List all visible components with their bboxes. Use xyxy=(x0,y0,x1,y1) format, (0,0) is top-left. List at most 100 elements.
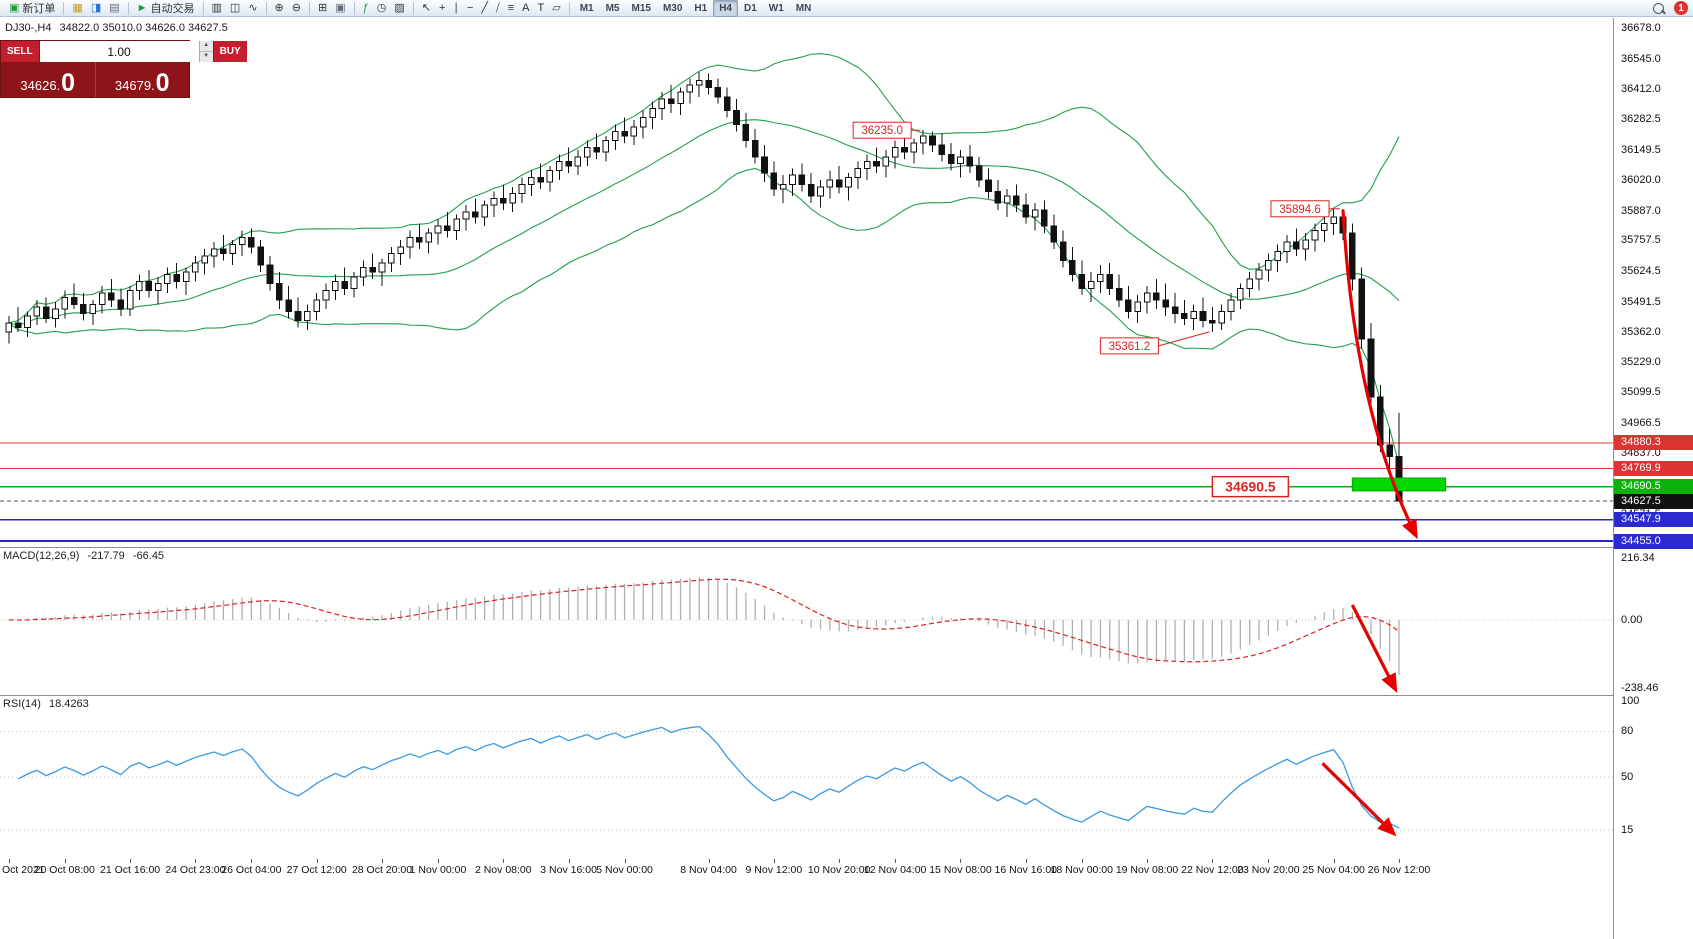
volume-up-button[interactable]: ▲ xyxy=(199,41,213,52)
price-axis-label: 36678.0 xyxy=(1621,22,1661,34)
price-axis-label: 36020.0 xyxy=(1621,173,1661,186)
notification-badge[interactable]: 1 xyxy=(1674,1,1688,15)
period-icon[interactable]: ◷ xyxy=(373,0,391,17)
zoom-out-icon[interactable]: ⊖ xyxy=(288,0,305,17)
price-axis-badge: 34690.5 xyxy=(1614,479,1693,495)
timeframe-h1[interactable]: H1 xyxy=(694,2,708,14)
candles-chart-type-icon[interactable]: ◫ xyxy=(226,0,244,17)
macd-axis-label: -238.46 xyxy=(1621,682,1659,694)
trendline-icon[interactable]: ╱ xyxy=(477,0,492,17)
timeframe-h4[interactable]: H4 xyxy=(713,0,738,17)
timeframe-m1[interactable]: M1 xyxy=(579,2,594,14)
rsi-panel[interactable] xyxy=(0,695,1613,858)
crosshair-icon[interactable]: + xyxy=(435,0,449,17)
buy-button[interactable]: BUY xyxy=(212,41,247,62)
auto-trading-button[interactable]: ► 自动交易 xyxy=(133,0,199,17)
macd-name: MACD(12,26,9) xyxy=(3,550,80,562)
label-icon: T xyxy=(537,1,545,14)
time-axis-tick xyxy=(503,859,505,863)
rsi-value: 18.4263 xyxy=(48,698,89,710)
time-axis-label: 1 Nov 00:00 xyxy=(409,864,467,876)
volume-input[interactable] xyxy=(39,41,199,62)
price-axis-label: 34966.5 xyxy=(1621,416,1661,429)
toolbar-separator xyxy=(265,1,267,15)
zoom-in-icon: ⊕ xyxy=(274,1,284,14)
toolbar-items: ▣ 新订单 ▦ ◨ ▤ ► 自动交易 ▥ ◫ ∿ ⊕ ⊖ ⊞ ▣ ƒ ◷ ▨ ↖ + ∣ − ╱ ⧸ ≡ A T ▱ M1 M5 M15 M… xyxy=(5,0,817,17)
rsi-panel-divider[interactable] xyxy=(0,695,1693,696)
fibonacci-icon[interactable]: ≡ xyxy=(504,0,518,17)
time-axis-tick xyxy=(1212,859,1214,863)
macd-label: MACD(12,26,9) -217.79 -66.45 xyxy=(3,550,169,562)
sell-price[interactable]: 34626. 0 xyxy=(1,62,96,97)
macd-axis-label: 0.00 xyxy=(1621,613,1643,626)
svg-text:34690.5: 34690.5 xyxy=(1225,479,1276,495)
buy-price[interactable]: 34679. 0 xyxy=(96,62,190,97)
chart-ohlc-title: DJ30-,H4 34822.0 35010.0 34626.0 34627.5 xyxy=(5,22,233,34)
sell-button[interactable]: SELL xyxy=(1,41,40,62)
macd-value-signal: -66.45 xyxy=(132,550,165,562)
line-chart-type-icon[interactable]: ∿ xyxy=(244,0,261,17)
time-axis-tick xyxy=(960,859,962,863)
data-window-icon[interactable]: ◨ xyxy=(87,0,105,17)
time-axis-tick xyxy=(773,859,775,863)
data-window-icon: ◨ xyxy=(90,1,102,14)
zoom-in-icon[interactable]: ⊕ xyxy=(271,0,288,17)
time-axis-tick xyxy=(382,859,383,863)
price-axis-badge: 34627.5 xyxy=(1614,493,1693,509)
time-axis-label: 27 Oct 12:00 xyxy=(286,864,347,876)
search-button[interactable] xyxy=(1649,0,1668,17)
volume-spin-buttons: ▲ ▼ xyxy=(198,41,213,62)
chart-ohlc-values: 34822.0 35010.0 34626.0 34627.5 xyxy=(59,22,228,34)
new-order-button-label: 新订单 xyxy=(22,3,56,15)
time-axis-label: 23 Nov 20:00 xyxy=(1237,864,1300,876)
price-axis-label: 36282.5 xyxy=(1621,113,1661,126)
time-axis-tick xyxy=(1147,859,1149,863)
search-icon xyxy=(1653,2,1664,14)
time-axis-label: 21 Oct 16:00 xyxy=(100,864,161,876)
rsi-axis-label: 15 xyxy=(1621,824,1634,837)
tile-windows-icon[interactable]: ⊞ xyxy=(314,0,331,17)
market-watch-icon[interactable]: ▦ xyxy=(68,0,86,17)
rsi-axis-label: 50 xyxy=(1621,771,1634,783)
macd-panel-divider[interactable] xyxy=(0,547,1693,548)
vertical-line-icon[interactable]: ∣ xyxy=(449,0,463,17)
timeframe-m30[interactable]: M30 xyxy=(662,2,683,14)
cursor-icon[interactable]: ↖ xyxy=(418,0,435,17)
toolbar-separator xyxy=(353,1,355,15)
time-axis-tick xyxy=(195,859,197,863)
timeframe-mn[interactable]: MN xyxy=(795,2,812,14)
trade-panel-top: SELL ▲ ▼ BUY xyxy=(1,41,247,62)
timeframe-m15[interactable]: M15 xyxy=(631,2,651,14)
shapes-icon[interactable]: ▱ xyxy=(548,0,564,17)
toolbar-separator xyxy=(127,1,129,15)
price-axis-label: 35887.0 xyxy=(1621,204,1661,217)
text-icon: A xyxy=(522,1,530,14)
vertical-line-icon: ∣ xyxy=(453,1,459,14)
time-axis[interactable]: Oct 2021 20 Oct 08:00 21 Oct 16:00 24 Oct 2… xyxy=(0,858,1613,880)
price-axis[interactable]: 36678.0 36545.0 36412.0 36282.5 36149.5 36020… xyxy=(1613,18,1693,939)
time-axis-label: 28 Oct 20:00 xyxy=(351,864,413,876)
time-axis-label: 26 Oct 04:00 xyxy=(221,864,282,876)
label-icon[interactable]: T xyxy=(533,0,548,17)
volume-down-button[interactable]: ▼ xyxy=(199,52,213,62)
time-axis-label: 8 Nov 04:00 xyxy=(680,864,737,876)
market-watch-icon: ▦ xyxy=(72,1,83,14)
toolbar-right: 1 xyxy=(1649,0,1688,17)
template-icon[interactable]: ▨ xyxy=(390,0,408,17)
navigator-icon[interactable]: ▤ xyxy=(105,0,123,17)
timeframe-w1[interactable]: W1 xyxy=(768,2,784,14)
bars-chart-type-icon[interactable]: ▥ xyxy=(208,0,226,17)
rsi-label: RSI(14) 18.4263 xyxy=(3,698,94,710)
arrange-windows-icon: ▣ xyxy=(335,1,346,14)
add-indicator-icon[interactable]: ƒ xyxy=(359,0,373,17)
macd-panel[interactable] xyxy=(0,547,1613,695)
new-order-button[interactable]: ▣ 新订单 xyxy=(5,0,59,17)
arrange-windows-icon[interactable]: ▣ xyxy=(331,0,349,17)
auto-trading-icon: ► xyxy=(136,1,148,14)
timeframe-m5[interactable]: M5 xyxy=(605,2,620,14)
horizontal-line-icon[interactable]: − xyxy=(463,0,477,17)
timeframe-d1[interactable]: D1 xyxy=(744,2,757,14)
price-chart[interactable]: 36235.0 35894.6 35361.2 34690.5 xyxy=(0,18,1613,547)
text-icon[interactable]: A xyxy=(518,0,533,17)
channel-icon[interactable]: ⧸ xyxy=(492,0,504,17)
